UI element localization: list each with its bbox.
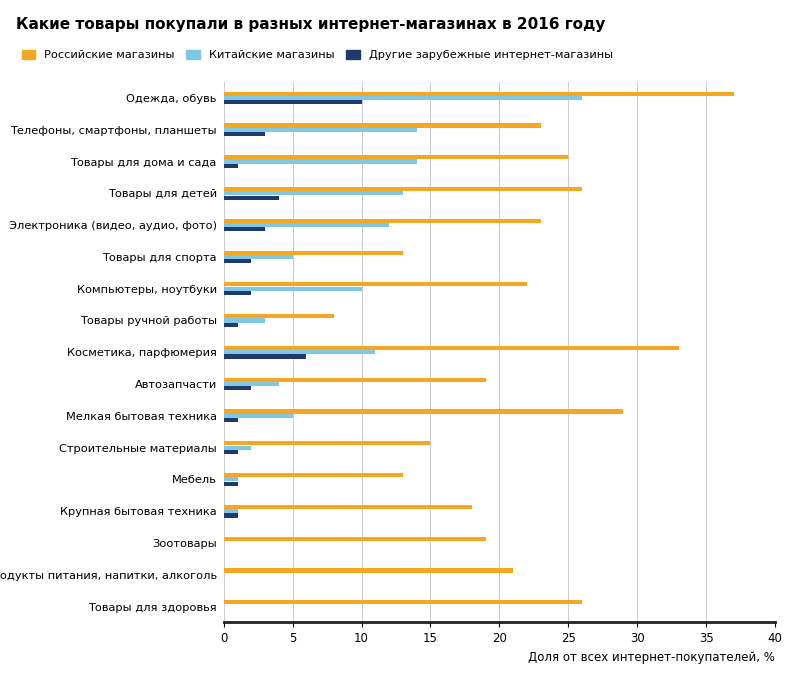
Bar [224, 287, 361, 291]
Bar [224, 418, 237, 422]
Bar [224, 441, 431, 445]
Bar [224, 250, 403, 254]
Bar [224, 473, 403, 477]
Bar [224, 346, 678, 350]
Bar [224, 196, 279, 200]
Bar [224, 410, 623, 414]
Bar [224, 482, 237, 486]
Bar [224, 155, 568, 159]
Bar [224, 386, 251, 391]
Bar [224, 350, 376, 354]
Bar [224, 505, 471, 509]
X-axis label: Доля от всех интернет-покупателей, %: Доля от всех интернет-покупателей, % [528, 650, 775, 663]
Bar [224, 92, 733, 96]
Bar [224, 378, 486, 382]
Bar [224, 509, 237, 513]
Bar [224, 354, 307, 358]
Bar [224, 132, 265, 136]
Bar [224, 227, 265, 231]
Bar [224, 600, 582, 605]
Bar [224, 96, 582, 100]
Bar [224, 450, 237, 454]
Bar [224, 187, 582, 191]
Bar [224, 259, 251, 263]
Text: Какие товары покупали в разных интернет-магазинах в 2016 году: Какие товары покупали в разных интернет-… [16, 17, 606, 32]
Bar [224, 314, 334, 318]
Bar [224, 128, 417, 132]
Bar [224, 159, 417, 163]
Bar [224, 319, 265, 323]
Bar [224, 123, 541, 127]
Legend: Российские магазины, Китайские магазины, Другие зарубежные интернет-магазины: Российские магазины, Китайские магазины,… [22, 50, 613, 60]
Bar [224, 514, 237, 518]
Bar [224, 477, 237, 482]
Bar [224, 255, 292, 259]
Bar [224, 219, 541, 223]
Bar [224, 291, 251, 295]
Bar [224, 537, 486, 541]
Bar [224, 282, 527, 287]
Bar [224, 192, 403, 196]
Bar [224, 323, 237, 327]
Bar [224, 223, 389, 227]
Bar [224, 568, 513, 573]
Bar [224, 100, 361, 105]
Bar [224, 414, 292, 418]
Bar [224, 163, 237, 168]
Bar [224, 445, 251, 449]
Bar [224, 382, 279, 386]
